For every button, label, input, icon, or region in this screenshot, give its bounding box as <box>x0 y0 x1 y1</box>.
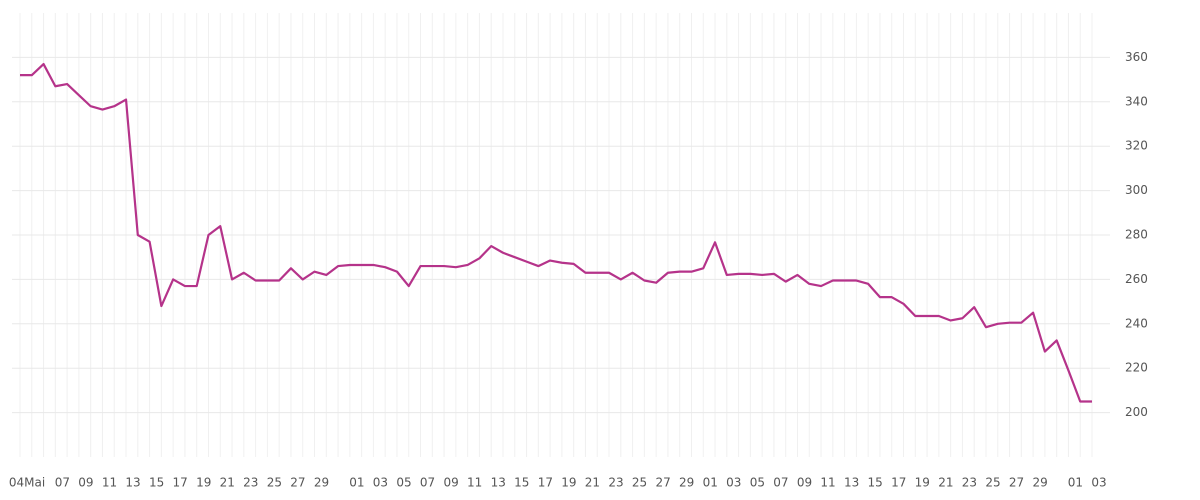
x-tick-label: 23 <box>962 476 977 490</box>
x-tick-label: 03 <box>373 476 388 490</box>
x-tick-label: 09 <box>78 476 93 490</box>
x-tick-label: 09 <box>443 476 458 490</box>
x-tick-label: 19 <box>561 476 576 490</box>
x-tick-label: 23 <box>243 476 258 490</box>
x-tick-label: 11 <box>467 476 482 490</box>
x-tick-label: 15 <box>514 476 529 490</box>
x-tick-label: 21 <box>220 476 235 490</box>
x-tick-label: 15 <box>149 476 164 490</box>
x-tick-label: 13 <box>491 476 506 490</box>
y-tick-label: 300 <box>1125 183 1148 197</box>
x-tick-label: 07 <box>55 476 70 490</box>
x-tick-label: 11 <box>102 476 117 490</box>
x-tick-label: 21 <box>585 476 600 490</box>
x-tick-label: 11 <box>820 476 835 490</box>
y-tick-label: 340 <box>1125 94 1148 108</box>
x-tick-label: 19 <box>915 476 930 490</box>
x-tick-label: 27 <box>1009 476 1024 490</box>
x-tick-label: 21 <box>938 476 953 490</box>
y-tick-label: 200 <box>1125 405 1148 419</box>
x-tick-label: 27 <box>290 476 305 490</box>
x-tick-label: 15 <box>868 476 883 490</box>
x-tick-label: 29 <box>679 476 694 490</box>
x-tick-label: 23 <box>608 476 623 490</box>
x-tick-label: 05 <box>396 476 411 490</box>
x-tick-label: 07 <box>420 476 435 490</box>
y-tick-label: 280 <box>1125 228 1148 242</box>
x-tick-label: 01 <box>1068 476 1083 490</box>
x-tick-label: 17 <box>891 476 906 490</box>
x-tick-label: 09 <box>797 476 812 490</box>
y-tick-label: 360 <box>1125 50 1148 64</box>
x-tick-label: 03 <box>726 476 741 490</box>
x-tick-label: 04Mai <box>9 476 45 490</box>
x-tick-label: 03 <box>1091 476 1106 490</box>
x-tick-label: 27 <box>655 476 670 490</box>
x-tick-label: 17 <box>173 476 188 490</box>
x-tick-label: 13 <box>125 476 140 490</box>
line <box>20 62 1092 403</box>
y-tick-label: 260 <box>1125 272 1148 286</box>
x-tick-label: 29 <box>314 476 329 490</box>
x-tick-label: 25 <box>985 476 1000 490</box>
x-tick-label: 19 <box>196 476 211 490</box>
x-tick-label: 13 <box>844 476 859 490</box>
x-tick-label: 17 <box>538 476 553 490</box>
x-tick-label: 07 <box>773 476 788 490</box>
x-tick-label: 25 <box>632 476 647 490</box>
x-tick-label: 01 <box>349 476 364 490</box>
x-tick-label: 01 <box>703 476 718 490</box>
y-tick-label: 240 <box>1125 316 1148 330</box>
y-tick-label: 320 <box>1125 139 1148 153</box>
x-tick-label: 29 <box>1032 476 1047 490</box>
x-tick-label: 25 <box>267 476 282 490</box>
x-tick-label: 05 <box>750 476 765 490</box>
y-tick-label: 220 <box>1125 361 1148 375</box>
